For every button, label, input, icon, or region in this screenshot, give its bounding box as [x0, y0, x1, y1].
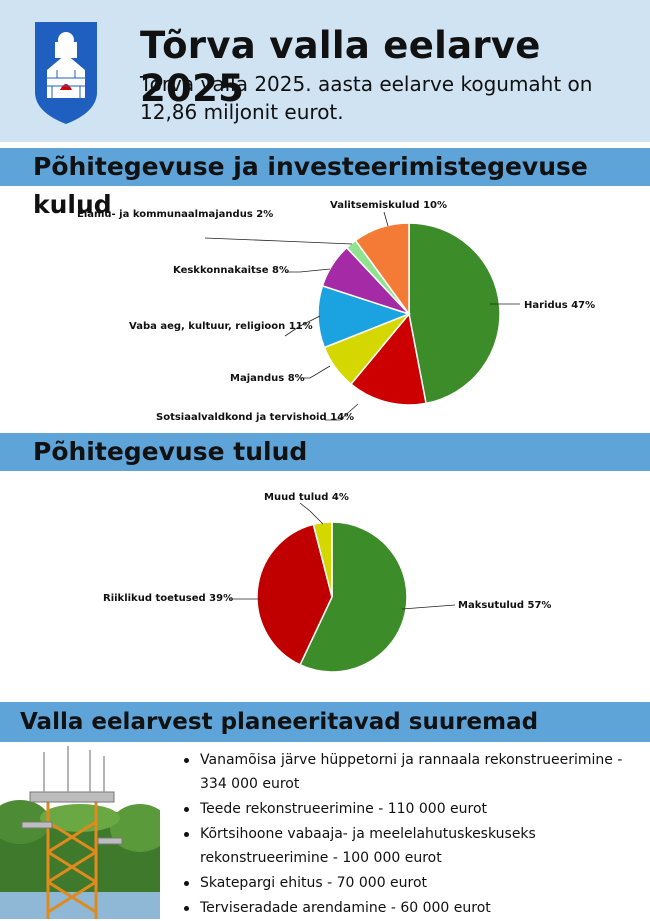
investment-item: Terviseradade arendamine - 60 000 eurot — [182, 896, 642, 920]
leader-line-0 — [401, 604, 456, 610]
label-riiklikud-toetused: Riiklikud toetused 39% — [103, 593, 233, 604]
investments-area: Vanamõisa järve hüppetorni ja rannaala r… — [0, 742, 650, 919]
label-keskkonnakaitse: Keskkonnakaitse 8% — [173, 265, 289, 276]
investment-item: Skatepargi ehitus - 70 000 eurot — [182, 871, 642, 895]
observation-tower-image — [0, 742, 160, 919]
investment-item: Kõrtsihoone vabaaja- ja meelelahutuskesk… — [182, 822, 642, 870]
page-subtitle: Tõrva valla 2025. aasta eelarve kogumaht… — [140, 72, 593, 124]
pie-slice-6 — [354, 222, 410, 317]
coat-of-arms-icon — [35, 22, 97, 124]
page-title: Tõrva valla eelarve 2025 — [140, 24, 541, 110]
leader-line-1 — [325, 403, 359, 421]
pie-slice-1 — [349, 312, 427, 406]
label-elamu: Elamu- ja kommunaalmajandus 2% — [77, 209, 273, 220]
leader-line-2 — [300, 365, 331, 379]
leader-line-5 — [204, 237, 353, 245]
leader-line-6 — [383, 211, 389, 227]
section-heading-income: Põhitegevuse tulud — [0, 433, 650, 471]
income-pie-chart: Maksutulud 57% Riiklikud toetused 39% Mu… — [103, 492, 551, 673]
leader-line-3 — [284, 315, 321, 337]
section-heading-investments: Valla eelarvest planeeritavad suuremad i… — [0, 702, 650, 775]
leader-line-4 — [285, 268, 331, 273]
investment-item: Teede rekonstrueerimine - 110 000 eurot — [182, 797, 642, 821]
label-maksutulud: Maksutulud 57% — [458, 600, 551, 611]
investment-item: Vanamõisa järve hüppetorni ja rannaala r… — [182, 748, 642, 796]
leader-line-2 — [299, 502, 324, 525]
label-valitsemiskulud: Valitsemiskulud 10% — [330, 200, 447, 211]
label-muud-tulud: Muud tulud 4% — [264, 492, 349, 503]
pie-slice-0 — [408, 222, 501, 405]
pie-slice-1 — [256, 523, 333, 666]
label-majandus: Majandus 8% — [230, 373, 305, 384]
investments-list: Vanamõisa järve hüppetorni ja rannaala r… — [182, 748, 642, 921]
header: Tõrva valla eelarve 2025 Tõrva valla 202… — [0, 0, 650, 142]
pie-slice-2 — [312, 521, 333, 598]
label-vaba-aeg: Vaba aeg, kultuur, religioon 11% — [129, 321, 313, 332]
label-haridus: Haridus 47% — [524, 300, 595, 311]
expenses-pie-chart: Haridus 47% Sotsiaalvaldkond ja tervisho… — [77, 200, 595, 423]
pie-slice-0 — [299, 521, 408, 673]
label-sotsiaal: Sotsiaalvaldkond ja tervishoid 14% — [156, 412, 354, 423]
section-heading-expenses: Põhitegevuse ja investeerimistegevuse ku… — [0, 148, 650, 219]
